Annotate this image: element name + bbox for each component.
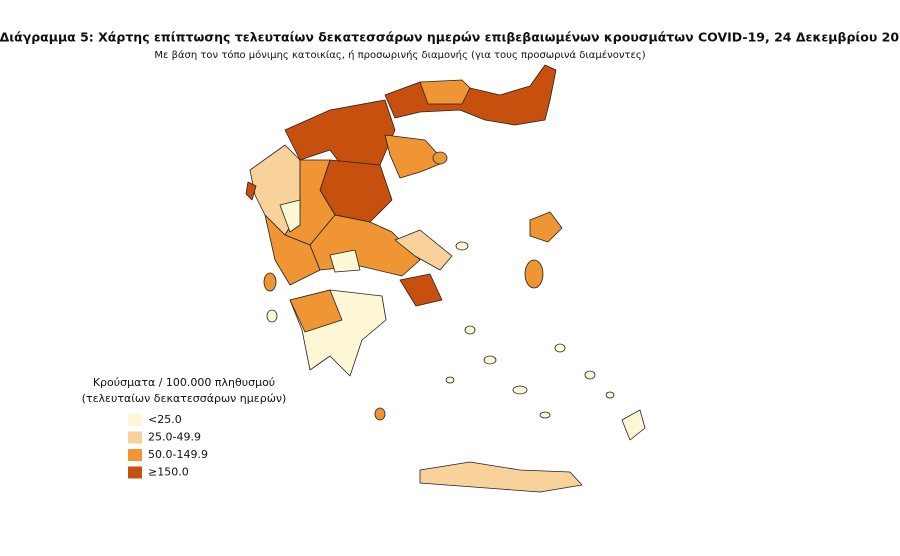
region xyxy=(399,273,443,307)
region xyxy=(245,181,257,201)
region xyxy=(384,64,557,126)
region xyxy=(384,134,446,179)
greece-map xyxy=(245,64,646,493)
legend-title: (τελευταίων δεκατεσσάρων ημερών) xyxy=(82,392,287,405)
region xyxy=(539,411,551,419)
legend-label: 25.0-49.9 xyxy=(148,431,201,444)
region xyxy=(263,272,277,292)
subtitle: Με βάση τον τόπο μόνιμης κατοικίας, ή πρ… xyxy=(154,49,645,61)
region xyxy=(329,249,361,273)
region xyxy=(279,199,301,233)
region xyxy=(554,343,566,353)
region xyxy=(621,409,646,441)
region xyxy=(289,289,343,333)
region xyxy=(419,79,471,105)
region xyxy=(529,211,563,243)
region xyxy=(455,241,469,251)
region xyxy=(445,376,455,384)
legend-swatch xyxy=(128,466,142,479)
legend-label: ≥150.0 xyxy=(148,466,189,479)
legend-swatch xyxy=(128,431,142,444)
region xyxy=(394,229,453,271)
legend-label: <25.0 xyxy=(148,413,182,426)
region xyxy=(512,385,528,395)
legend-title: Κρούσματα / 100.000 πληθυσμού xyxy=(93,376,275,389)
region xyxy=(584,370,596,380)
region xyxy=(419,461,583,493)
legend-swatch xyxy=(128,449,142,461)
region xyxy=(284,99,396,171)
region xyxy=(464,325,476,335)
legend-label: 50.0-149.9 xyxy=(148,448,208,461)
legend-swatch xyxy=(128,414,142,426)
region xyxy=(374,407,386,421)
legend: <25.0 25.0-49.9 50.0-149.9 ≥150.0 xyxy=(128,413,208,479)
region xyxy=(432,151,448,165)
region xyxy=(524,259,544,289)
region xyxy=(266,309,278,323)
region xyxy=(483,355,497,365)
title: Διάγραμμα 5: Χάρτης επίπτωσης τελευταίων… xyxy=(0,30,900,45)
region xyxy=(605,391,615,399)
